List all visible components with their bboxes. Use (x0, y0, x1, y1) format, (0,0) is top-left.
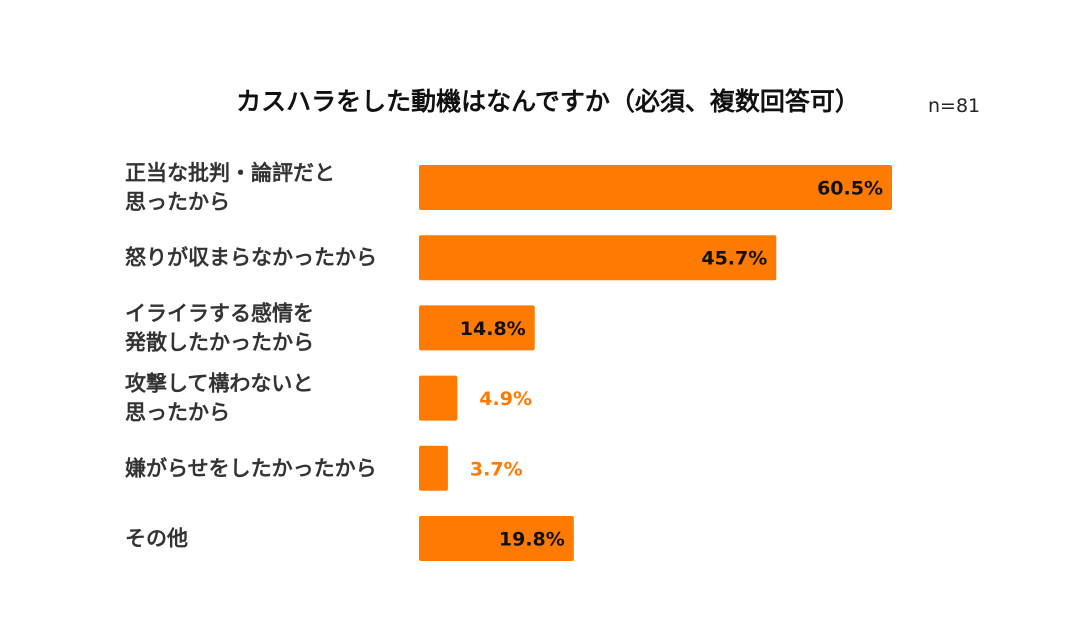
bar-value-label-3: 4.9% (479, 388, 532, 410)
bar-4 (419, 445, 448, 491)
bar-value-label-0: 60.5% (817, 178, 883, 200)
bar-3 (419, 375, 458, 421)
category-label-1: 怒りが収まらなかったから (125, 246, 377, 270)
bar-2 (419, 305, 535, 351)
bar-value-label-5: 19.8% (499, 529, 565, 551)
bar-1 (419, 235, 777, 281)
category-label-0: 正当な批判・論評だと思ったから (125, 161, 335, 214)
bars-group: 60.5% 正当な批判・論評だと思ったから 45.7% 怒りが収まらなかったから 14.… (124, 161, 892, 561)
bar-5 (419, 516, 574, 561)
category-label-3: 攻撃して構わないと思ったから (125, 372, 313, 425)
bar-value-label-1: 45.7% (701, 248, 767, 270)
category-label-4: 嫌がらせをしたかったから (125, 456, 377, 480)
category-label-5: その他 (125, 527, 188, 551)
chart-title: カスハラをした動機はなんですか（必須、複数回答可） (236, 87, 860, 116)
bar-value-label-2: 14.8% (460, 318, 526, 340)
bar-value-label-4: 3.7% (470, 458, 523, 480)
category-label-2: イライラする感情を発散したかったから (124, 301, 314, 354)
bar-0 (419, 165, 892, 210)
sample-size-label: n=81 (928, 95, 980, 117)
